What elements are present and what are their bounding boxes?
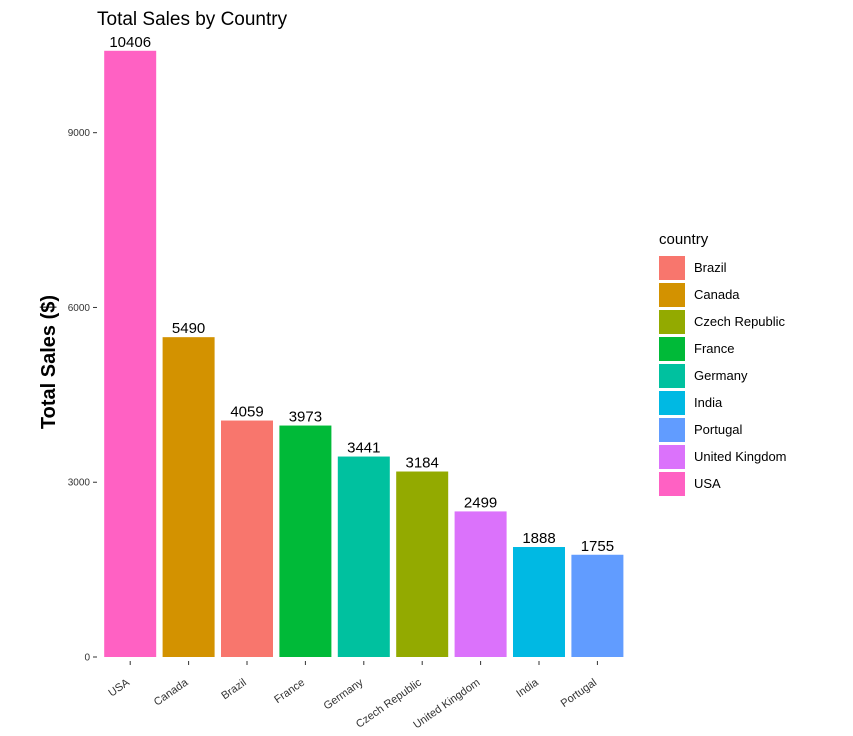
bar-india <box>513 547 565 657</box>
bar-usa <box>104 50 157 657</box>
legend-swatch-usa <box>659 472 685 496</box>
legend-label-canada: Canada <box>694 287 740 302</box>
x-tick-label-canada: Canada <box>152 676 191 708</box>
data-label-united-kingdom: 2499 <box>464 494 497 511</box>
legend-swatch-india <box>659 391 685 415</box>
bar-canada <box>162 337 215 657</box>
legend-label-india: India <box>694 395 723 410</box>
legend-swatch-portugal <box>659 418 685 442</box>
data-label-germany: 3441 <box>347 440 380 457</box>
x-tick-label-portugal: Portugal <box>559 677 599 710</box>
bar-united-kingdom <box>454 511 507 657</box>
legend-swatch-germany <box>659 364 685 388</box>
legend-label-united-kingdom: United Kingdom <box>694 449 787 464</box>
y-tick-label: 3000 <box>68 478 91 489</box>
data-label-czech-republic: 3184 <box>406 455 439 472</box>
y-axis-label: Total Sales ($) <box>38 295 60 429</box>
data-label-india: 1888 <box>522 530 555 547</box>
legend-label-usa: USA <box>694 476 721 491</box>
bar-brazil <box>221 420 273 657</box>
chart-title: Total Sales by Country <box>97 9 288 30</box>
legend-swatch-brazil <box>659 256 685 280</box>
legend-label-brazil: Brazil <box>694 260 727 275</box>
y-tick-label: 0 <box>84 653 90 664</box>
bar-czech-republic <box>396 471 449 657</box>
legend: country Brazil Canada Czech Republic France… <box>659 231 787 496</box>
x-tick-label-france: France <box>272 677 307 706</box>
legend-title: country <box>659 231 709 248</box>
legend-label-germany: Germany <box>694 368 748 383</box>
legend-swatch-france <box>659 337 685 361</box>
x-tick-label-germany: Germany <box>322 676 366 712</box>
legend-swatch-canada <box>659 283 685 307</box>
legend-label-czech-republic: Czech Republic <box>694 314 786 329</box>
data-label-portugal: 1755 <box>581 538 614 555</box>
data-label-brazil: 4059 <box>230 404 263 421</box>
legend-label-france: France <box>694 341 734 356</box>
bar-germany <box>337 456 390 657</box>
x-tick-label-india: India <box>514 676 541 700</box>
data-label-canada: 5490 <box>172 320 205 337</box>
legend-label-portugal: Portugal <box>694 422 743 437</box>
bar-france <box>279 425 332 657</box>
y-tick-label: 9000 <box>68 128 91 139</box>
data-label-usa: 10406 <box>109 34 151 51</box>
plot-area: 0 3000 6000 9000 10406 USA 5490 Canada 4059 Brazi… <box>68 34 624 731</box>
legend-swatch-united-kingdom <box>659 445 685 469</box>
legend-swatch-czech-republic <box>659 310 685 334</box>
x-tick-label-usa: USA <box>107 676 133 699</box>
bar-portugal <box>571 554 624 657</box>
x-tick-label-brazil: Brazil <box>219 677 248 703</box>
y-tick-label: 6000 <box>68 303 91 314</box>
data-label-france: 3973 <box>289 409 322 426</box>
